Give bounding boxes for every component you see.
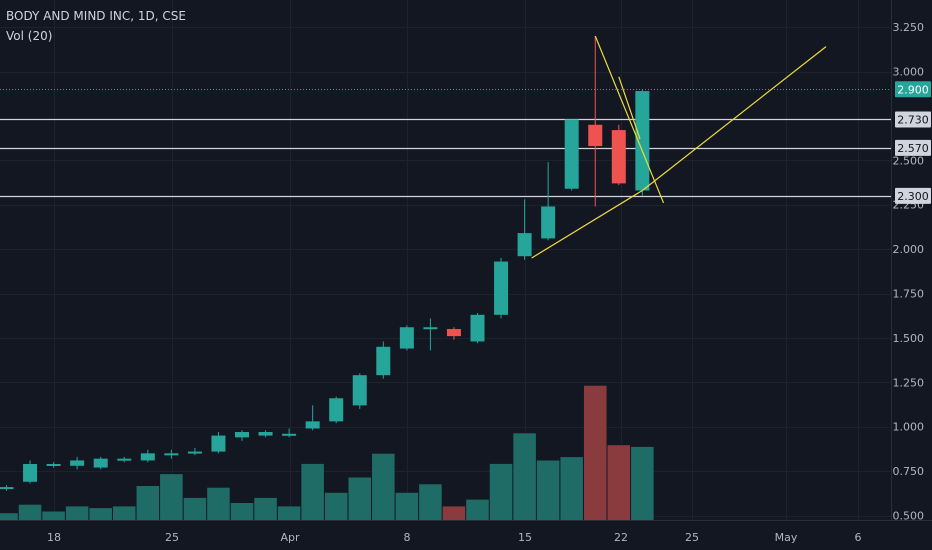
price-tick-label: 2.500 <box>893 154 925 167</box>
price-tick-label: 0.750 <box>893 465 925 478</box>
volume-bar <box>160 474 183 520</box>
volume-bar <box>348 477 372 520</box>
volume-bar <box>89 508 112 520</box>
candle-body <box>635 91 650 191</box>
volume-bar <box>583 385 607 520</box>
candle-body <box>305 421 320 429</box>
volume-bar <box>112 506 136 520</box>
volume-bar <box>0 513 18 520</box>
volume-bar <box>254 497 277 520</box>
time-tick-label: 18 <box>47 531 61 544</box>
volume-bar <box>513 433 536 520</box>
time-tick-label: 6 <box>855 531 862 544</box>
volume-bar <box>466 499 489 520</box>
volume-bar <box>395 492 419 520</box>
candle-body <box>470 314 485 342</box>
candle-body <box>494 261 509 315</box>
trendline <box>594 35 665 204</box>
price-tick-label: 3.000 <box>893 66 925 79</box>
candle-body <box>517 233 532 257</box>
time-tick-label: 25 <box>165 531 179 544</box>
volume-bar <box>419 484 442 520</box>
time-axis[interactable]: 18 25 Apr 8 15 22 25 May 6 <box>47 531 862 544</box>
price-candles <box>0 35 650 491</box>
trendline-drawings[interactable] <box>531 35 827 259</box>
price-label-text: 2.570 <box>897 142 929 155</box>
volume-bar <box>183 497 207 520</box>
candle-body <box>93 458 108 468</box>
candle-body <box>446 329 461 337</box>
price-label-box <box>895 81 931 98</box>
candle-body <box>187 451 202 454</box>
trendline <box>618 76 641 140</box>
candle-body <box>376 346 391 376</box>
candle-body <box>164 453 179 456</box>
candle-body <box>399 327 414 349</box>
volume-bar <box>65 506 89 520</box>
volume-bar <box>230 503 254 520</box>
price-tick-label: 0.500 <box>893 510 925 523</box>
volume-bar <box>42 511 65 520</box>
candle-body <box>140 453 155 461</box>
price-label-box <box>895 139 931 156</box>
price-axis[interactable]: 0.5000.7501.0001.2501.5001.7502.0002.250… <box>893 21 925 522</box>
volume-bar <box>560 457 583 520</box>
price-label-box <box>895 111 931 128</box>
price-tick-label: 1.500 <box>893 332 925 345</box>
time-tick-label: 25 <box>685 531 699 544</box>
price-label-text: 2.730 <box>897 113 929 126</box>
volume-bar <box>372 453 395 520</box>
candle-body <box>117 458 132 461</box>
price-tick-label: 1.750 <box>893 288 925 301</box>
candle-body <box>423 327 438 330</box>
candle-body <box>0 487 14 490</box>
price-tick-label: 3.250 <box>893 21 925 34</box>
volume-bar <box>631 446 654 520</box>
volume-bar <box>301 463 324 520</box>
horizontal-price-lines[interactable] <box>0 89 891 198</box>
price-axis-labels: 2.900 2.730 2.570 2.300 <box>895 81 931 204</box>
price-label-box <box>895 187 931 204</box>
candle-body <box>541 206 556 239</box>
time-tick-label: 22 <box>614 531 628 544</box>
trendline <box>641 46 827 191</box>
price-tick-label: 2.000 <box>893 243 925 256</box>
candle-body <box>46 463 61 466</box>
candle-body <box>611 130 626 184</box>
candle-body <box>23 463 38 482</box>
volume-bar <box>536 460 560 520</box>
volume-bar <box>442 506 466 520</box>
price-label-text: 2.900 <box>897 83 929 96</box>
trendline <box>531 189 643 259</box>
volume-bar <box>207 487 230 520</box>
volume-bar <box>136 486 160 520</box>
candle-body <box>282 433 297 436</box>
candle-body <box>564 119 579 189</box>
time-tick-label: 15 <box>518 531 532 544</box>
volume-bar <box>277 506 301 520</box>
symbol-title[interactable]: BODY AND MIND INC, 1D, CSE <box>6 9 186 23</box>
candle-body <box>70 460 85 466</box>
time-tick-label: 8 <box>404 531 411 544</box>
candle-body <box>588 124 603 147</box>
time-tick-label: May <box>775 531 798 544</box>
candle-body <box>352 375 367 406</box>
grid-lines <box>0 0 891 520</box>
price-label-text: 2.300 <box>897 190 929 203</box>
volume-bars <box>0 385 654 520</box>
volume-bar <box>607 445 631 520</box>
candle-body <box>211 435 226 452</box>
candle-body <box>258 432 273 436</box>
volume-indicator-label[interactable]: Vol (20) <box>6 29 53 43</box>
volume-bar <box>489 463 513 520</box>
candle-body <box>235 432 249 438</box>
volume-bar <box>18 504 42 520</box>
price-tick-label: 1.000 <box>893 421 925 434</box>
price-tick-label: 1.250 <box>893 376 925 389</box>
volume-bar <box>324 492 348 520</box>
candle-body <box>329 398 344 422</box>
time-tick-label: Apr <box>280 531 300 544</box>
